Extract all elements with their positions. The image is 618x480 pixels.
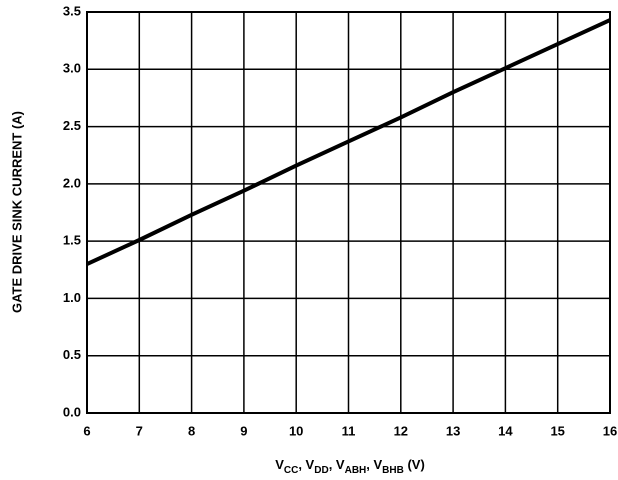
plot-frame (86, 11, 611, 414)
data-line (86, 18, 611, 266)
x-tick-label: 14 (498, 423, 513, 438)
y-tick-label: 2.5 (63, 118, 81, 133)
x-axis-label: VCC, VDD, VABH, VBHB (V) (275, 457, 425, 475)
x-axis-label-part: , V (366, 457, 382, 472)
x-tick-label: 7 (136, 423, 143, 438)
x-axis-label-part: V (275, 457, 284, 472)
x-axis-label-part: , V (298, 457, 314, 472)
y-tick-label: 1.5 (63, 233, 81, 248)
x-tick-label: 15 (550, 423, 564, 438)
x-axis-label-part: (V) (404, 457, 425, 472)
x-axis-label-part: , V (329, 457, 345, 472)
y-tick-label: 1.0 (63, 290, 81, 305)
y-tick-label: 3.5 (63, 3, 81, 18)
x-axis-label-part: ABH (345, 465, 367, 476)
y-axis-label: GATE DRIVE SINK CURRENT (A) (9, 111, 24, 313)
y-tick-label: 3.0 (63, 61, 81, 76)
x-axis-label-part: BHB (382, 465, 404, 476)
x-tick-label: 8 (188, 423, 195, 438)
y-tick-label: 0.5 (63, 347, 81, 362)
x-tick-label: 9 (240, 423, 247, 438)
y-tick-label: 2.0 (63, 175, 81, 190)
x-tick-label: 12 (394, 423, 408, 438)
x-axis-label-part: DD (314, 465, 328, 476)
x-tick-label: 16 (603, 423, 617, 438)
x-axis-label-part: CC (284, 465, 298, 476)
x-tick-label: 13 (446, 423, 460, 438)
y-tick-label: 0.0 (63, 404, 81, 419)
x-tick-label: 11 (342, 423, 356, 438)
x-tick-label: 6 (83, 423, 90, 438)
x-tick-label: 10 (289, 423, 303, 438)
